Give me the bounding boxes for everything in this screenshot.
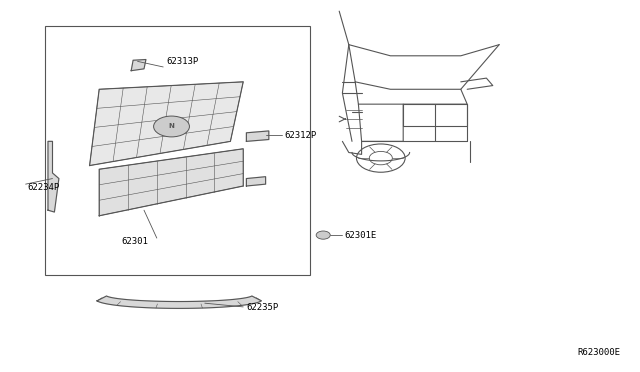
Polygon shape [99, 149, 243, 216]
Bar [45, 26, 310, 275]
Polygon shape [90, 82, 243, 166]
Polygon shape [131, 60, 146, 71]
Circle shape [316, 231, 330, 239]
Text: R623000E: R623000E [578, 348, 621, 357]
Text: 62301E: 62301E [344, 231, 376, 240]
Text: 62301: 62301 [122, 237, 148, 246]
Text: 62234P: 62234P [27, 183, 59, 192]
Text: 62235P: 62235P [246, 303, 278, 312]
Polygon shape [97, 296, 261, 308]
Text: 62313P: 62313P [166, 57, 198, 66]
Text: N: N [168, 124, 175, 129]
Polygon shape [246, 177, 266, 186]
Text: 62312P: 62312P [285, 131, 317, 140]
Polygon shape [246, 131, 269, 141]
Polygon shape [48, 141, 59, 212]
Circle shape [154, 116, 189, 137]
